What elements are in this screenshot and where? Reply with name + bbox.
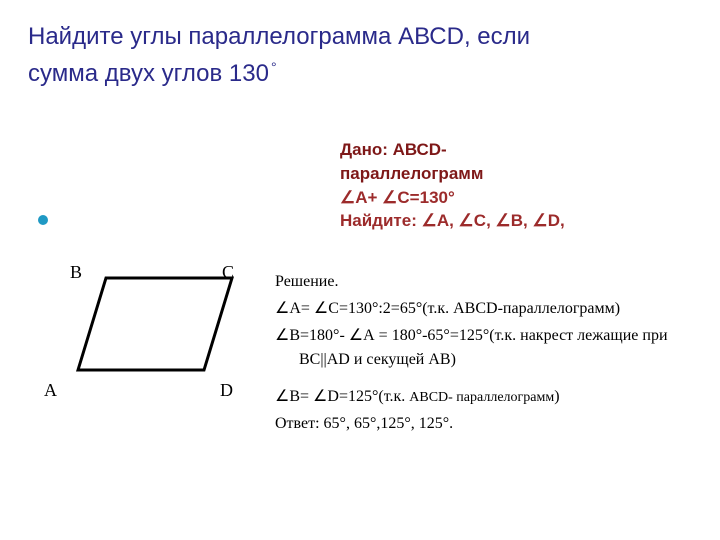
given-block: Дано: АВСD- параллелограмм ∠А+ ∠С=130° Н… [340, 138, 680, 233]
title-line2: сумма двух углов 130 [28, 60, 269, 87]
vertex-d: D [220, 380, 233, 401]
vertex-a: A [44, 380, 57, 401]
given-line3: ∠А+ ∠С=130° [340, 186, 680, 210]
solution-step2: ∠В=180°- ∠А = 180°-65°=125°(т.к. накрест… [275, 324, 705, 370]
solution-block: Решение. ∠А= ∠С=130°:2=65°(т.к. АВСD-пар… [275, 270, 705, 439]
given-line4: Найдите: ∠А, ∠С, ∠В, ∠D, [340, 209, 680, 233]
problem-title: Найдите углы параллелограмма АВСD, если … [28, 18, 692, 92]
solution-answer: Ответ: 65°, 65°,125°, 125°. [275, 412, 705, 435]
degree-symbol: ° [271, 59, 277, 75]
title-line1: Найдите углы параллелограмма АВСD, если [28, 23, 530, 50]
solution-step1: ∠А= ∠С=130°:2=65°(т.к. АВСD-параллелогра… [275, 297, 705, 320]
solution-heading: Решение. [275, 270, 705, 293]
solution-step3: ∠В= ∠D=125°(т.к. ABCD- параллелограмм) [275, 385, 705, 408]
given-line1: Дано: АВСD- [340, 138, 680, 162]
given-line2: параллелограмм [340, 162, 680, 186]
spacer [275, 375, 705, 381]
bullet-icon [38, 215, 48, 225]
vertex-b: B [70, 262, 82, 283]
vertex-c: C [222, 262, 234, 283]
